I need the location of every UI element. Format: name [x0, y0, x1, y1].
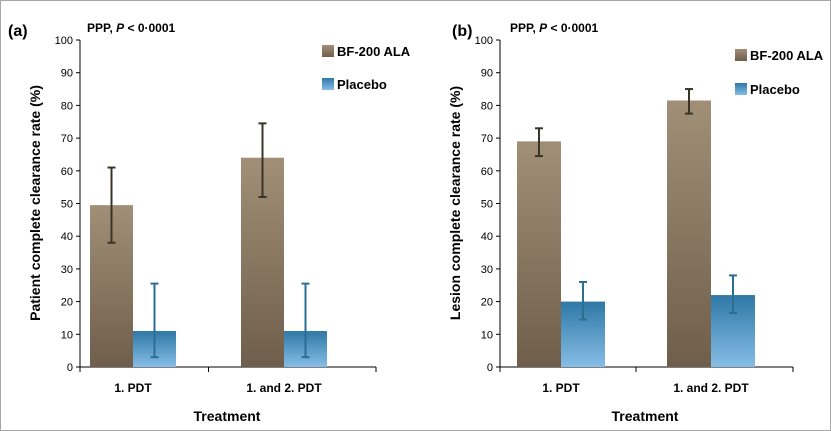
legend: BF-200 ALA Placebo	[322, 44, 411, 92]
y-tick-label: 20	[481, 297, 493, 309]
y-tick-label: 80	[61, 100, 73, 112]
x-tick-label: 1. and 2. PDT	[673, 381, 749, 395]
y-tick-label: 50	[481, 199, 493, 211]
y-tick-label: 40	[61, 231, 73, 243]
y-tick-label: 100	[55, 35, 73, 47]
legend-label-placebo: Placebo	[750, 82, 800, 97]
x-axis-label: Treatment	[194, 408, 261, 424]
error-bar-placebo	[150, 282, 159, 359]
error-bar-bf200-ala	[685, 88, 693, 115]
bar-bf200-ala	[667, 100, 711, 368]
legend-label-bf200-ala: BF-200 ALA	[750, 48, 824, 63]
legend-swatch-placebo	[735, 83, 747, 95]
y-tick-label: 90	[481, 68, 493, 80]
y-tick-label: 30	[61, 264, 73, 276]
legend-label-bf200-ala: BF-200 ALA	[337, 44, 411, 59]
error-bar-bf200-ala	[258, 122, 267, 198]
legend-label-placebo: Placebo	[337, 77, 387, 92]
chart-panel-b: (b) PPP, P < 0·0001 0 10 20 30 40 50 60 70 80 90 100…	[447, 21, 824, 424]
y-tick-label: 60	[481, 166, 493, 178]
y-tick-label: 70	[481, 133, 493, 145]
bar-bf200-ala	[517, 141, 561, 367]
significance-label: PPP, P < 0·0001	[87, 21, 176, 35]
panel-label: (b)	[452, 23, 472, 40]
error-bar-bf200-ala	[535, 127, 543, 158]
y-tick-label: 50	[61, 199, 73, 211]
y-tick-label: 10	[481, 329, 493, 341]
y-tick-label: 0	[67, 362, 73, 374]
x-tick-label: 1. PDT	[114, 381, 152, 395]
chart-panel-a: (a) PPP, P < 0·0001 0 10 20 30 40 50 60 70 80 90 100…	[8, 21, 411, 424]
panel-label: (a)	[8, 23, 28, 40]
y-tick-label: 10	[61, 329, 73, 341]
significance-label: PPP, P < 0·0001	[510, 21, 599, 35]
x-axis-label: Treatment	[612, 408, 679, 424]
legend: BF-200 ALA Placebo	[735, 48, 824, 97]
y-axis-label: Lesion complete clearance rate (%)	[447, 86, 463, 320]
y-tick-label: 20	[61, 297, 73, 309]
legend-swatch-bf200-ala	[322, 45, 334, 57]
error-bar-placebo	[301, 282, 310, 359]
error-bar-bf200-ala	[107, 166, 116, 244]
y-tick-label: 40	[481, 231, 493, 243]
y-tick-label: 0	[487, 362, 493, 374]
y-tick-label: 90	[61, 68, 73, 80]
x-tick-label: 1. PDT	[542, 381, 580, 395]
legend-swatch-placebo	[322, 78, 334, 90]
y-tick-label: 30	[481, 264, 493, 276]
x-tick-label: 1. and 2. PDT	[246, 381, 322, 395]
y-tick-label: 70	[61, 133, 73, 145]
y-tick-label: 100	[475, 35, 493, 47]
error-bar-placebo	[729, 274, 737, 315]
legend-swatch-bf200-ala	[735, 49, 747, 61]
y-tick-label: 80	[481, 100, 493, 112]
error-bar-placebo	[579, 280, 587, 321]
y-tick-label: 60	[61, 166, 73, 178]
y-axis-label: Patient complete clearance rate (%)	[27, 85, 43, 321]
